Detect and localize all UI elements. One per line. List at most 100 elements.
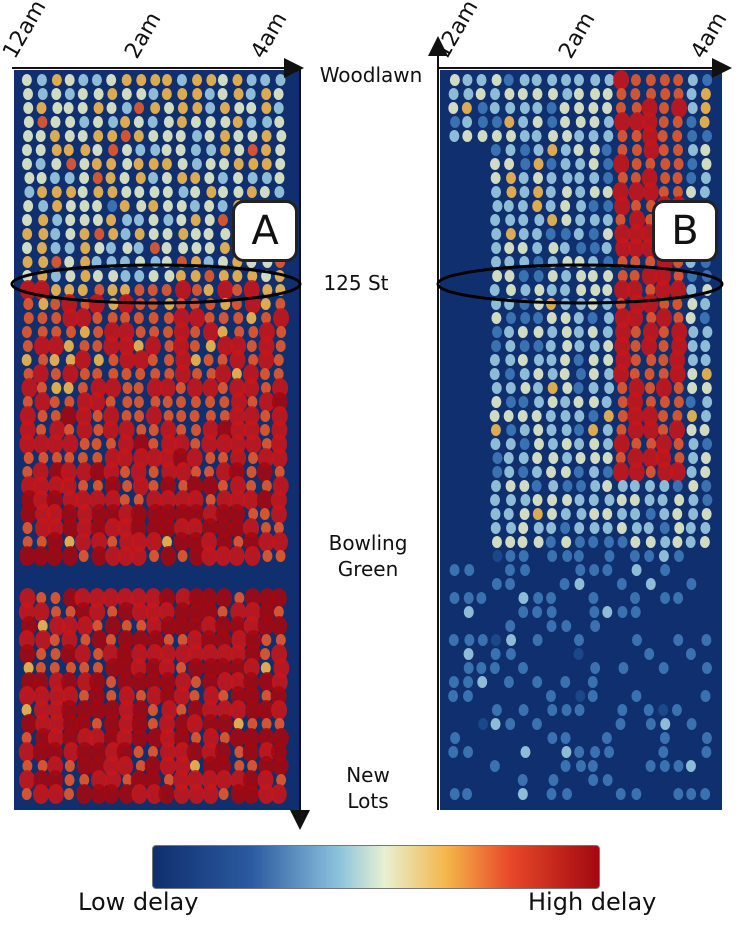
delay-blob <box>163 410 174 422</box>
delay-blob <box>534 284 545 296</box>
delay-blob <box>51 326 62 338</box>
delay-blob <box>187 644 204 664</box>
delay-blob <box>52 200 63 212</box>
delay-blob <box>505 214 516 226</box>
delay-blob <box>700 788 711 800</box>
delay-blob <box>533 522 544 534</box>
delay-blob <box>121 88 132 100</box>
delay-blob <box>234 746 245 758</box>
delay-blob <box>547 396 558 408</box>
delay-blob <box>699 536 710 548</box>
delay-blob <box>121 368 132 380</box>
delay-blob <box>38 298 49 310</box>
delay-blob <box>217 214 228 226</box>
delay-blob <box>533 144 544 156</box>
delay-blob <box>77 504 94 524</box>
delay-blob <box>658 424 669 436</box>
delay-blob <box>505 494 516 506</box>
delay-blob <box>645 158 656 170</box>
delay-blob <box>122 480 133 492</box>
delay-blob <box>246 102 257 114</box>
delay-blob <box>37 88 48 100</box>
delay-blob <box>489 410 500 422</box>
delay-blob <box>562 340 573 352</box>
delay-blob <box>23 312 34 324</box>
delay-blob <box>489 354 500 366</box>
delay-blob <box>146 378 163 398</box>
delay-blob <box>700 452 711 464</box>
delay-blob <box>106 74 117 86</box>
delay-blob <box>162 326 173 338</box>
delay-blob <box>91 532 108 552</box>
delay-blob <box>533 312 544 324</box>
delay-blob <box>276 774 287 786</box>
delay-blob <box>504 256 515 268</box>
delay-blob <box>22 522 33 534</box>
delay-blob <box>216 434 233 454</box>
delay-blob <box>646 354 657 366</box>
delay-blob <box>230 700 247 720</box>
delay-blob <box>204 130 215 142</box>
delay-blob <box>136 74 147 86</box>
delay-blob <box>134 102 145 114</box>
delay-blob <box>589 186 600 198</box>
delay-blob <box>659 732 670 744</box>
delay-blob <box>505 648 516 660</box>
delay-blob <box>146 784 163 804</box>
delay-blob <box>21 476 38 496</box>
delay-blob <box>532 452 543 464</box>
delay-blob <box>92 214 103 226</box>
delay-blob <box>659 522 670 534</box>
delay-blob <box>531 718 542 730</box>
delay-blob <box>548 452 559 464</box>
delay-blob <box>588 382 599 394</box>
delay-blob <box>186 378 203 398</box>
delay-blob <box>205 340 216 352</box>
delay-blob <box>64 452 75 464</box>
delay-blob <box>164 368 175 380</box>
delay-blob <box>78 74 89 86</box>
delay-blob <box>22 396 33 408</box>
delay-blob <box>191 732 202 744</box>
delay-blob <box>520 158 531 170</box>
delay-blob <box>573 634 584 646</box>
delay-blob <box>518 214 529 226</box>
delay-blob <box>562 480 573 492</box>
delay-blob <box>188 784 205 804</box>
delay-blob <box>560 522 571 534</box>
delay-blob <box>700 522 711 534</box>
delay-blob <box>574 578 585 590</box>
delay-blob <box>274 466 285 478</box>
delay-blob <box>560 466 571 478</box>
delay-blob <box>119 172 130 184</box>
delay-blob <box>630 536 641 548</box>
delay-blob <box>533 396 544 408</box>
delay-blob <box>63 340 74 352</box>
delay-blob <box>217 354 228 366</box>
delay-blob <box>574 746 585 758</box>
delay-blob <box>64 130 75 142</box>
delay-blob <box>612 462 629 482</box>
station-bowling: Bowling <box>328 531 408 555</box>
delay-blob <box>148 312 159 324</box>
delay-blob <box>613 70 630 90</box>
delay-blob <box>148 214 159 226</box>
delay-blob <box>136 424 147 436</box>
station-new: New <box>346 763 390 787</box>
delay-blob <box>218 452 229 464</box>
delay-blob <box>561 704 572 716</box>
delay-blob <box>490 508 501 520</box>
delay-blob <box>102 588 119 608</box>
delay-blob <box>476 662 487 674</box>
delay-blob <box>463 676 474 688</box>
delay-blob <box>590 662 601 674</box>
delay-blob <box>146 448 163 468</box>
delay-blob <box>203 228 214 240</box>
delay-blob <box>673 382 684 394</box>
delay-blob <box>518 270 529 282</box>
delay-blob <box>259 588 276 608</box>
delay-blob <box>270 784 287 804</box>
delay-blob <box>658 368 669 380</box>
delay-blob <box>688 508 699 520</box>
delay-blob <box>247 760 258 772</box>
